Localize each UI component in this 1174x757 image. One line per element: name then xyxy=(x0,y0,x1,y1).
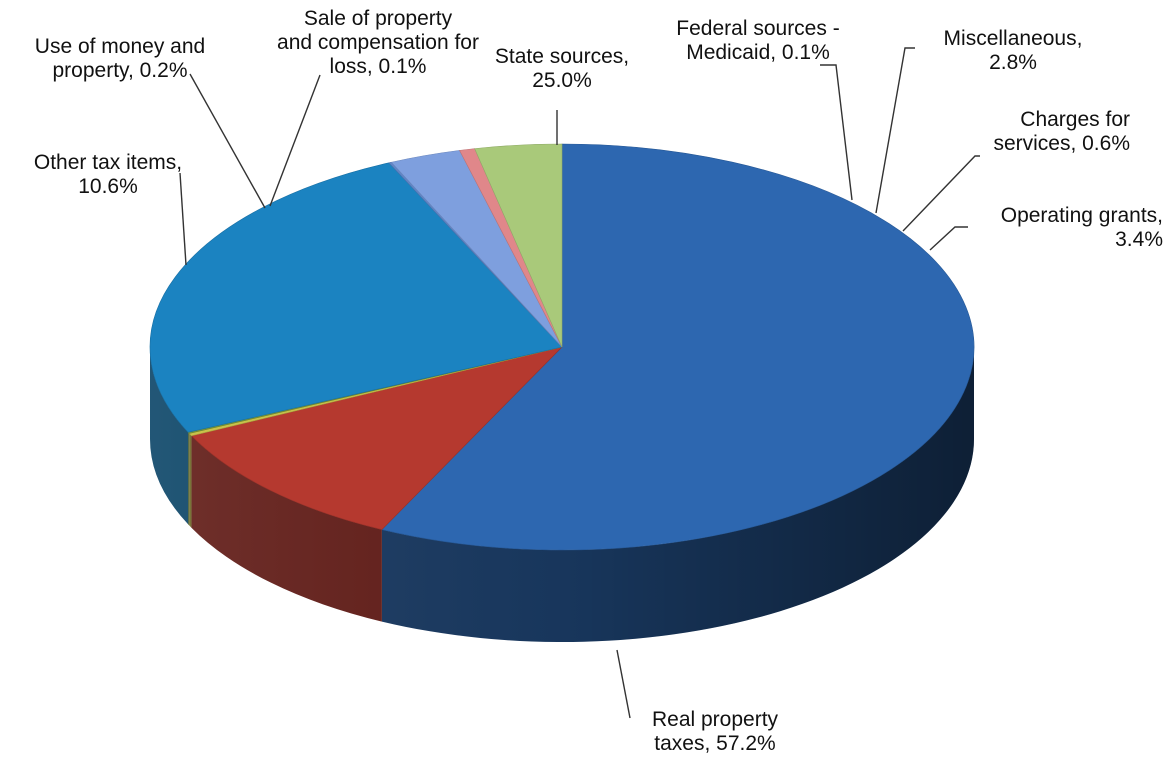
leader-line-7 xyxy=(902,155,980,232)
slice-label-4: State sources, 25.0% xyxy=(495,45,629,92)
slice-label-8: Operating grants, 3.4% xyxy=(1001,204,1163,251)
slice-label-3: Sale of property and compensation for loss… xyxy=(277,7,479,78)
leader-lines xyxy=(179,47,980,719)
slice-label-line: loss, 0.1% xyxy=(330,55,427,78)
slice-label-line: 10.6% xyxy=(78,175,138,198)
slice-label-6: Miscellaneous, 2.8% xyxy=(944,27,1083,74)
slice-4 xyxy=(149,162,563,433)
slice-label-line: Miscellaneous, xyxy=(944,27,1083,50)
pie-depth xyxy=(150,347,974,643)
leader-line-2 xyxy=(189,73,266,209)
slice-label-line: Use of money and xyxy=(35,35,205,58)
slice-label-1: Other tax items, 10.6% xyxy=(34,151,182,198)
slice-label-7: Charges for services, 0.6% xyxy=(993,108,1130,155)
slice-label-line: 25.0% xyxy=(532,69,592,92)
slice-label-5: Federal sources -Medicaid, 0.1% xyxy=(676,17,839,64)
leader-line-6 xyxy=(875,47,915,214)
slice-label-line: and compensation for xyxy=(277,31,479,54)
slice-label-line: Operating grants, xyxy=(1001,204,1163,227)
slice-label-line: Federal sources - xyxy=(676,17,839,40)
slice-label-line: State sources, xyxy=(495,45,629,68)
slice-8 xyxy=(474,143,563,348)
slice-1 xyxy=(190,346,563,530)
side-shading xyxy=(150,347,974,642)
slice-label-line: Real property xyxy=(652,708,779,731)
leader-line-8 xyxy=(929,226,968,251)
slice-label-0: Real property taxes, 57.2% xyxy=(652,708,779,755)
slice-labels: Real property taxes, 57.2% Other tax items… xyxy=(34,7,1163,755)
leader-line-3 xyxy=(269,74,321,207)
slice-label-2: Use of money and property, 0.2% xyxy=(35,35,205,82)
slice-label-line: 3.4% xyxy=(1115,228,1163,251)
leader-line-1 xyxy=(179,172,187,266)
slice-label-line: Medicaid, 0.1% xyxy=(686,41,830,64)
slice-label-line: Other tax items, xyxy=(34,151,182,174)
slice-label-line: 2.8% xyxy=(989,51,1037,74)
pie-top xyxy=(149,143,975,551)
leader-line-5 xyxy=(820,64,853,201)
slice-0 xyxy=(381,143,975,551)
slice-label-line: services, 0.6% xyxy=(993,132,1130,155)
slice-label-line: Charges for xyxy=(1020,108,1130,131)
slice-label-line: Sale of property xyxy=(304,7,453,30)
slice-label-line: taxes, 57.2% xyxy=(654,732,775,755)
slice-label-line: property, 0.2% xyxy=(52,59,187,82)
leader-line-0 xyxy=(616,649,631,719)
